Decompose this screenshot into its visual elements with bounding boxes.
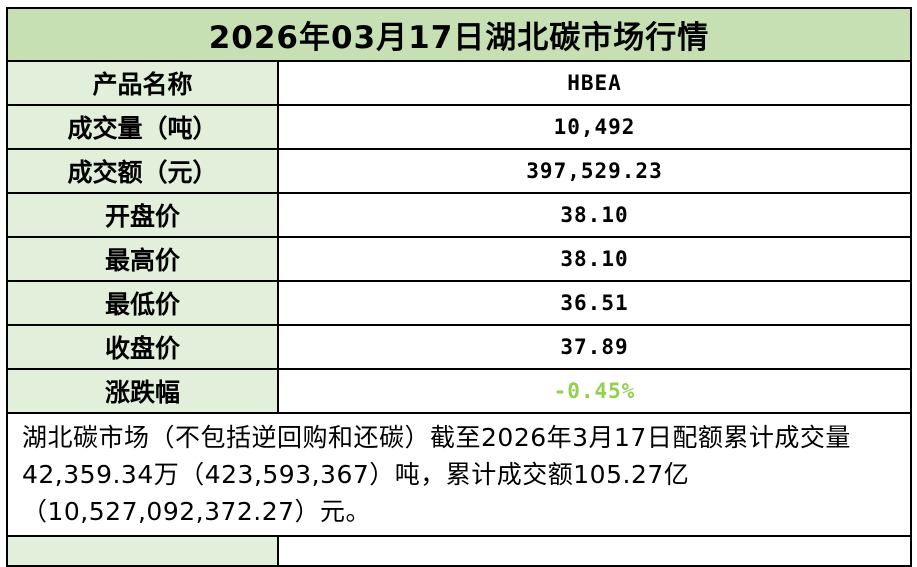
- table-title: 2026年03月17日湖北碳市场行情: [8, 9, 910, 62]
- row-label-high: 最高价: [8, 238, 279, 280]
- table-row-volume: 成交量（吨） 10,492: [8, 106, 910, 150]
- table-row-open: 开盘价 38.10: [8, 194, 910, 238]
- next-row-value-cell: [279, 537, 910, 565]
- table-row-close: 收盘价 37.89: [8, 326, 910, 370]
- summary-row: 湖北碳市场（不包括逆回购和还碳）截至2026年3月17日配额累计成交量42,35…: [8, 414, 910, 537]
- next-row-partial: [8, 537, 910, 565]
- row-label-low: 最低价: [8, 282, 279, 324]
- row-label-volume: 成交量（吨）: [8, 106, 279, 148]
- table-row-high: 最高价 38.10: [8, 238, 910, 282]
- row-value-high: 38.10: [279, 238, 910, 280]
- table-row-product: 产品名称 HBEA: [8, 62, 910, 106]
- carbon-market-quote-table: 2026年03月17日湖北碳市场行情 产品名称 HBEA 成交量（吨） 10,4…: [6, 7, 912, 567]
- row-value-turnover: 397,529.23: [279, 150, 910, 192]
- row-label-open: 开盘价: [8, 194, 279, 236]
- row-label-close: 收盘价: [8, 326, 279, 368]
- row-value-low: 36.51: [279, 282, 910, 324]
- next-row-label-cell: [8, 537, 279, 565]
- table-row-low: 最低价 36.51: [8, 282, 910, 326]
- row-value-close: 37.89: [279, 326, 910, 368]
- table-row-change: 涨跌幅 -0.45%: [8, 370, 910, 414]
- row-value-product: HBEA: [279, 62, 910, 104]
- row-label-change: 涨跌幅: [8, 370, 279, 412]
- table-row-turnover: 成交额（元） 397,529.23: [8, 150, 910, 194]
- row-label-product: 产品名称: [8, 62, 279, 104]
- summary-note: 湖北碳市场（不包括逆回购和还碳）截至2026年3月17日配额累计成交量42,35…: [22, 423, 851, 526]
- change-percent-value: -0.45%: [279, 370, 910, 412]
- row-label-turnover: 成交额（元）: [8, 150, 279, 192]
- row-value-volume: 10,492: [279, 106, 910, 148]
- row-value-open: 38.10: [279, 194, 910, 236]
